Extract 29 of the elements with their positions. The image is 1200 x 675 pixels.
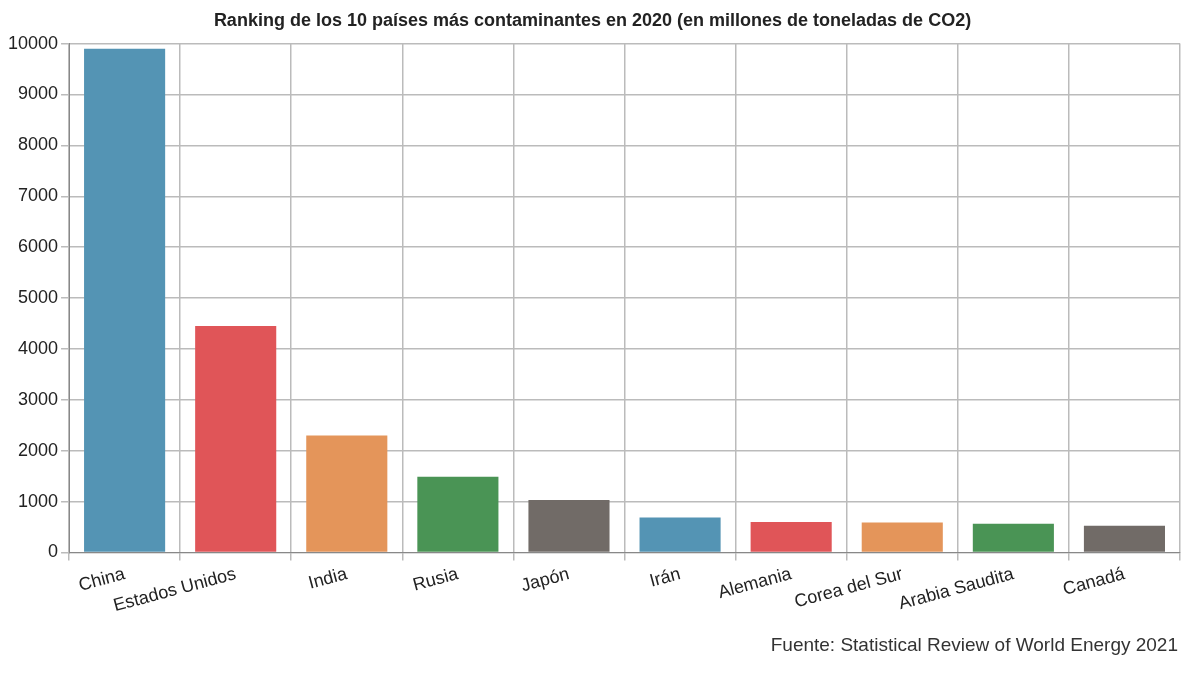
bar [1083, 525, 1165, 552]
x-tick-label: India [306, 563, 351, 593]
y-tick-label: 1000 [18, 490, 59, 511]
y-tick-label: 9000 [18, 83, 59, 104]
x-tick-label: Alemania [715, 563, 795, 603]
y-tick-label: 0 [48, 541, 59, 562]
bar [306, 435, 388, 552]
bar [972, 523, 1054, 552]
x-tick-label: Japón [518, 563, 572, 596]
y-tick-label: 7000 [18, 185, 59, 206]
bar [750, 521, 832, 552]
y-tick-label: 4000 [18, 337, 59, 358]
bar [84, 48, 166, 552]
x-tick-label: Canadá [1060, 563, 1128, 599]
y-tick-label: 6000 [18, 236, 59, 257]
y-tick-label: 3000 [18, 388, 59, 409]
y-tick-label: 5000 [18, 287, 59, 308]
y-tick-label: 2000 [18, 439, 59, 460]
bar [195, 326, 277, 552]
bar [861, 522, 943, 552]
bar [417, 476, 499, 552]
source-note: Fuente: Statistical Review of World Energy 2021 [770, 634, 1178, 656]
y-tick-label: 8000 [18, 134, 59, 155]
x-tick-label: Irán [647, 563, 683, 591]
bar [639, 517, 721, 552]
y-tick-label: 10000 [7, 32, 59, 53]
bar [528, 500, 610, 552]
x-tick-label: Rusia [410, 563, 462, 595]
chart-title: Ranking de los 10 países más contaminantes en 2020 (en millones de toneladas de CO2) [213, 9, 972, 30]
